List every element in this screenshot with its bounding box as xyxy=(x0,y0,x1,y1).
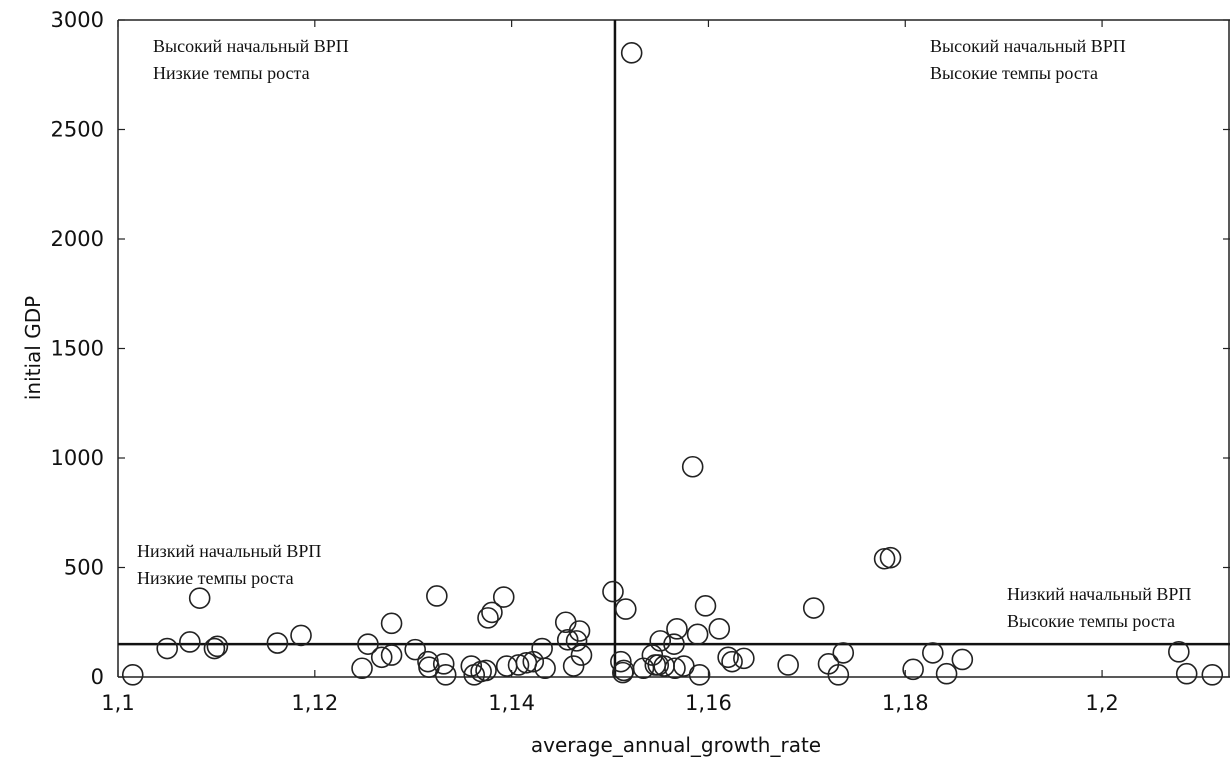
data-point xyxy=(686,623,709,646)
x-tick-label: 1,2 xyxy=(1085,691,1118,715)
data-point xyxy=(614,598,637,620)
data-point xyxy=(481,601,503,624)
x-axis-title: average_annual_growth_rate xyxy=(531,733,821,757)
data-point xyxy=(649,630,672,652)
data-point xyxy=(206,635,229,658)
quadrant-top-right-line2: Высокие темпы роста xyxy=(930,63,1098,83)
data-point xyxy=(802,597,825,619)
ticks: 0 500 1000 1500 2000 2500 3000 1,1 1,12 1,14 1,16 1… xyxy=(51,8,1230,715)
data-point xyxy=(708,618,731,640)
data-point xyxy=(922,642,944,664)
quadrant-bottom-left-line1: Низкий начальный ВРП xyxy=(137,541,321,561)
x-tick-label: 1,16 xyxy=(685,691,732,715)
data-point xyxy=(266,632,289,654)
data-point xyxy=(681,455,704,478)
data-point xyxy=(357,633,379,655)
data-point xyxy=(156,637,179,660)
data-point xyxy=(694,595,717,617)
data-point xyxy=(879,546,902,569)
data-point xyxy=(777,654,799,676)
quadrant-bottom-left-line2: Низкие темпы роста xyxy=(137,568,294,588)
data-point xyxy=(565,630,588,652)
reference-lines xyxy=(118,20,1230,677)
data-point xyxy=(475,659,497,682)
y-tick-label: 2500 xyxy=(51,118,104,142)
data-point xyxy=(570,644,593,666)
data-point xyxy=(827,664,850,686)
x-tick-label: 1,18 xyxy=(882,691,929,715)
data-point xyxy=(203,637,226,660)
data-point xyxy=(426,585,448,607)
data-point xyxy=(534,657,556,680)
data-point xyxy=(602,580,624,603)
data-point xyxy=(380,644,403,666)
data-point xyxy=(902,658,924,681)
data-point xyxy=(492,586,515,608)
quadrant-bottom-right-line2: Высокие темпы роста xyxy=(1007,611,1175,631)
data-point xyxy=(663,633,685,655)
data-point xyxy=(179,631,201,653)
data-point xyxy=(432,653,455,675)
data-point xyxy=(610,650,632,673)
data-point xyxy=(434,664,457,686)
data-point xyxy=(121,664,144,686)
x-tick-label: 1,12 xyxy=(291,691,338,715)
y-tick-label: 1000 xyxy=(51,446,104,470)
data-point xyxy=(370,646,393,669)
data-point xyxy=(832,642,855,664)
data-point xyxy=(951,648,974,671)
data-point xyxy=(664,657,686,680)
y-tick-label: 500 xyxy=(64,556,104,580)
quadrant-labels: Высокий начальный ВРП Низкие темпы роста… xyxy=(137,36,1191,631)
quadrant-top-right-line1: Высокий начальный ВРП xyxy=(930,36,1126,56)
quadrant-bottom-right-line1: Низкий начальный ВРП xyxy=(1007,584,1191,604)
quadrant-top-left-line2: Низкие темпы роста xyxy=(153,63,310,83)
data-points xyxy=(121,42,1224,686)
x-tick-label: 1,1 xyxy=(101,691,134,715)
y-tick-label: 0 xyxy=(91,665,104,689)
data-point xyxy=(404,638,426,661)
data-point xyxy=(507,654,530,676)
data-point xyxy=(1201,664,1224,686)
data-point xyxy=(380,612,403,635)
data-point xyxy=(460,655,483,677)
data-point xyxy=(717,646,739,669)
data-point xyxy=(351,657,373,680)
data-point xyxy=(1175,662,1198,685)
quadrant-top-left-line1: Высокий начальный ВРП xyxy=(153,36,349,56)
y-tick-label: 3000 xyxy=(51,8,104,32)
data-point xyxy=(688,664,711,686)
data-point xyxy=(477,607,499,629)
y-axis-title: initial GDP xyxy=(21,296,45,400)
data-point xyxy=(620,42,643,64)
data-point xyxy=(290,624,312,647)
data-point xyxy=(562,655,585,677)
data-point xyxy=(1168,641,1190,663)
data-point xyxy=(568,620,591,642)
x-tick-label: 1,14 xyxy=(488,691,535,715)
data-point xyxy=(188,587,211,609)
y-tick-label: 2000 xyxy=(51,227,104,251)
y-tick-label: 1500 xyxy=(51,337,104,361)
data-point xyxy=(721,650,743,673)
data-point xyxy=(733,647,755,670)
data-point xyxy=(935,662,958,685)
data-point xyxy=(556,628,579,651)
data-point xyxy=(666,618,688,640)
